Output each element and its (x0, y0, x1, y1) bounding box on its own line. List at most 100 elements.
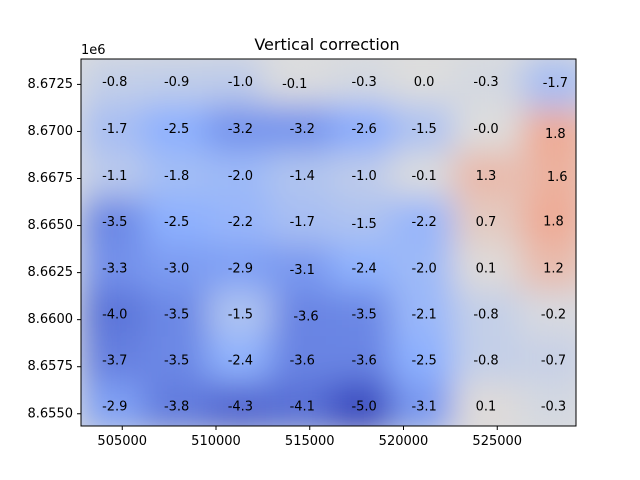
cell-value-label: -3.5 (164, 307, 189, 322)
heat-cell (81, 197, 148, 248)
heat-cell (143, 104, 210, 155)
cell-value-label: -1.8 (164, 169, 189, 184)
cell-value-label: -2.6 (351, 122, 376, 137)
heat-cell (391, 289, 458, 340)
heat-cell (453, 243, 519, 294)
heat-cell (391, 59, 458, 108)
heat-cell (81, 151, 148, 202)
cell-value-label: -1.7 (543, 76, 568, 91)
heat-cell (143, 151, 210, 202)
heat-cell (207, 151, 274, 202)
cell-value-label: -2.9 (228, 261, 253, 276)
heat-cell (331, 199, 398, 250)
chart-title: Vertical correction (254, 35, 399, 54)
heat-cell (453, 197, 519, 248)
cell-value-label: -2.5 (164, 122, 189, 137)
heat-cell (453, 104, 519, 155)
cell-value-label: -0.8 (102, 75, 127, 90)
heat-cell (269, 151, 336, 202)
heat-cell (520, 289, 576, 340)
cell-value-label: -0.3 (351, 75, 376, 90)
cell-value-label: 0.1 (476, 261, 497, 276)
cell-value-label: -2.1 (411, 307, 436, 322)
y-tick-label: 8.6650 (28, 218, 74, 233)
cell-value-label: -2.2 (411, 215, 436, 230)
heat-cell (207, 382, 274, 426)
heat-cell (520, 243, 576, 294)
heat-cell (520, 382, 576, 426)
cell-value-label: 0.1 (476, 400, 497, 415)
cell-value-label: -0.3 (473, 75, 498, 90)
y-tick-label: 8.6725 (28, 77, 74, 92)
cell-value-label: -0.7 (541, 354, 566, 369)
heat-cell (331, 336, 398, 387)
cell-value-label: -0.9 (164, 75, 189, 90)
heat-cell (269, 336, 336, 387)
x-tick-label: 520000 (379, 434, 429, 449)
heat-cell (143, 336, 210, 387)
heat-cell (143, 197, 210, 248)
heat-cell (520, 196, 576, 247)
cell-value-label: -1.4 (290, 169, 315, 184)
heat-cells (81, 59, 576, 426)
heat-cell (391, 382, 458, 426)
y-tick-label: 8.6550 (28, 406, 74, 421)
heat-cell (331, 59, 398, 108)
cell-value-label: -3.5 (164, 354, 189, 369)
x-tick-label: 505000 (97, 434, 147, 449)
heat-cell (207, 336, 274, 387)
cell-value-label: -0.0 (473, 122, 498, 137)
y-tick-label: 8.6625 (28, 265, 74, 280)
heat-cell (269, 245, 336, 296)
cell-value-label: -1.5 (228, 307, 253, 322)
cell-value-label: -0.1 (411, 169, 436, 184)
cell-value-label: -3.1 (411, 400, 436, 415)
cell-value-label: -4.3 (228, 400, 253, 415)
heat-cell (261, 59, 328, 110)
heat-cell (453, 59, 519, 108)
heat-cell (453, 382, 519, 426)
cell-value-label: -3.7 (102, 354, 127, 369)
heat-cell (81, 289, 148, 340)
heat-cell (522, 59, 576, 109)
heat-cell (453, 151, 519, 202)
cell-value-label: -4.1 (290, 400, 315, 415)
heat-cell (269, 382, 336, 426)
cell-value-label: -0.8 (473, 307, 498, 322)
x-axis: 505000 510000 515000 520000 525000 (97, 426, 522, 449)
cell-value-label: -1.1 (102, 169, 127, 184)
cell-value-label: -3.1 (290, 263, 315, 278)
heat-cell (522, 109, 576, 160)
plot-frame (80, 58, 577, 427)
cell-value-label: -3.2 (228, 122, 253, 137)
y-tick-label: 8.6575 (28, 359, 74, 374)
cell-value-label: 0.0 (414, 75, 435, 90)
cell-value-label: -2.0 (228, 169, 253, 184)
cell-value-label: 1.6 (547, 170, 568, 185)
heat-cell (331, 243, 398, 294)
heat-cell (273, 291, 339, 342)
cell-value-label: 1.3 (476, 169, 497, 184)
cell-value-label: -1.5 (411, 122, 436, 137)
cell-value-label: -2.2 (228, 215, 253, 230)
cell-value-label: -3.0 (164, 261, 189, 276)
heat-cell (453, 289, 519, 340)
cell-labels: -0.8 -0.9 -1.0 -0.1 -0.3 0.0 -0.3 -1.7 -1.7 -2.5 -… (102, 75, 568, 415)
cell-value-label: -0.3 (541, 400, 566, 415)
heat-cell (207, 289, 274, 340)
heat-cell (207, 243, 274, 294)
cell-value-label: -2.9 (102, 400, 127, 415)
heat-cell (143, 382, 210, 426)
heat-cell (143, 243, 210, 294)
cell-value-label: -2.0 (411, 261, 436, 276)
heat-cell (81, 336, 148, 387)
cell-value-label: -0.2 (541, 307, 566, 322)
y-offset-label: 1e6 (81, 43, 106, 58)
heat-cell (520, 336, 576, 387)
heat-cell (207, 104, 274, 155)
cell-value-label: -1.7 (102, 122, 127, 137)
heat-cell (331, 104, 398, 155)
plot-area: -0.8 -0.9 -1.0 -0.1 -0.3 0.0 -0.3 -1.7 -1.7 -2.5 -… (80, 58, 577, 427)
cell-value-label: 1.8 (545, 127, 566, 142)
